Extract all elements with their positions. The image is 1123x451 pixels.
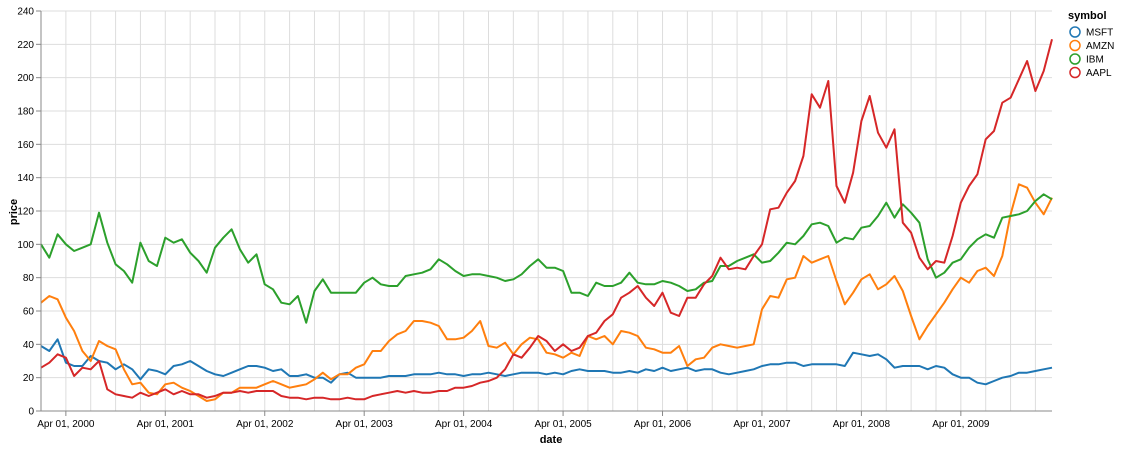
- y-tick-label: 140: [17, 173, 34, 184]
- y-tick-label: 20: [23, 373, 35, 384]
- y-tick-label: 220: [17, 40, 34, 51]
- x-tick-label: Apr 01, 2001: [137, 419, 195, 430]
- x-tick-label: Apr 01, 2006: [634, 419, 692, 430]
- legend-symbol-aapl: [1069, 66, 1081, 79]
- legend-symbol-msft: [1069, 26, 1081, 38]
- y-tick-label: 200: [17, 73, 34, 84]
- y-tick-label: 120: [17, 207, 34, 218]
- legend-label-ibm: IBM: [1086, 55, 1104, 66]
- x-tick-label: Apr 01, 2004: [435, 419, 493, 430]
- y-tick-label: 180: [17, 107, 34, 118]
- x-tick-label: Apr 01, 2008: [833, 419, 891, 430]
- y-tick-label: 100: [17, 240, 34, 251]
- x-tick-label: Apr 01, 2005: [534, 419, 592, 430]
- y-tick-label: 240: [17, 7, 34, 18]
- legend-symbol-ibm: [1069, 53, 1081, 65]
- series-lines: [40, 39, 1053, 402]
- legend: symbol MSFT AMZN IBM AAPL: [1068, 10, 1114, 79]
- x-tick-label: Apr 01, 2007: [733, 419, 791, 430]
- legend-symbol-amzn: [1069, 39, 1081, 52]
- x-tick-label: Apr 01, 2002: [236, 419, 294, 430]
- legend-label-aapl: AAPL: [1086, 68, 1112, 79]
- series-line-aapl: [40, 39, 1053, 401]
- y-tick-label: 40: [23, 340, 35, 351]
- x-tick-label: Apr 01, 2003: [336, 419, 394, 430]
- y-tick-label: 0: [28, 407, 34, 418]
- y-tick-label: 160: [17, 140, 34, 151]
- x-axis-title: date: [540, 434, 563, 446]
- y-tick-label: 60: [23, 307, 35, 318]
- y-axis-title: price: [8, 199, 20, 225]
- x-tick-label: Apr 01, 2000: [37, 419, 95, 430]
- legend-label-msft: MSFT: [1086, 28, 1113, 39]
- legend-label-amzn: AMZN: [1086, 41, 1114, 52]
- series-line-msft: [40, 338, 1053, 386]
- y-tick-label: 80: [23, 273, 35, 284]
- series-line-ibm: [40, 193, 1053, 324]
- series-line-amzn: [40, 183, 1053, 402]
- legend-title: symbol: [1068, 10, 1107, 22]
- axes: 0 20 40 60 80 100 120 140 160 180 200 220 240 Apr 01,…: [17, 7, 1052, 430]
- x-tick-label: Apr 01, 2009: [932, 419, 990, 430]
